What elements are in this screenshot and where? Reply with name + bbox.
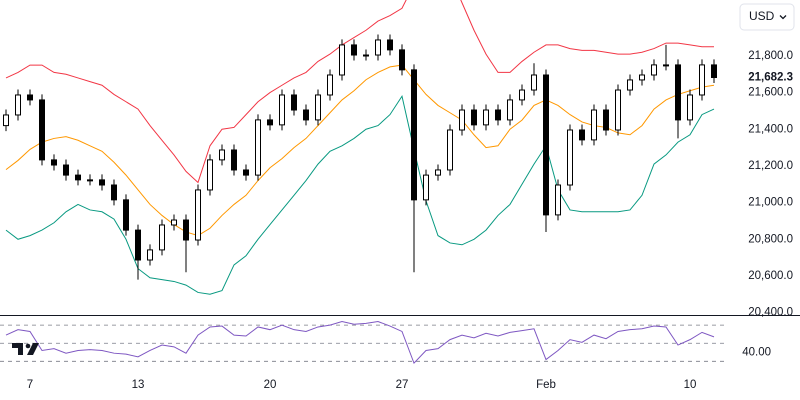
band-upper	[5, 0, 714, 184]
rsi-layer	[0, 321, 728, 365]
candle-body	[51, 159, 57, 166]
candle-body	[603, 109, 609, 131]
candle-body	[495, 109, 501, 121]
logo	[12, 343, 39, 355]
candle-body	[423, 174, 429, 201]
candle-body	[555, 184, 561, 216]
candle-body	[267, 119, 273, 126]
candle-body	[687, 94, 693, 121]
candle-body	[87, 179, 93, 182]
candle-body	[699, 64, 705, 96]
candle-body	[411, 69, 417, 201]
logo-part	[12, 343, 23, 355]
rsi-line	[5, 321, 715, 365]
logo-part	[25, 343, 31, 349]
candle-body	[291, 94, 297, 111]
logo-part	[27, 343, 39, 355]
y-tick-label: 21,200.0	[748, 160, 793, 172]
candle-body	[711, 64, 717, 79]
candle-body	[219, 149, 225, 161]
candle-body	[639, 74, 645, 81]
candle-body	[675, 64, 681, 121]
candle-body	[243, 169, 249, 176]
candle-body	[171, 219, 177, 226]
x-tick-label: 27	[396, 379, 409, 391]
axis-layer: 20,400.0 20,600.0 20,800.0 21,000.0 21,200.0…	[27, 50, 793, 391]
currency-button-bg[interactable]	[739, 3, 795, 31]
x-tick-label: 13	[132, 379, 145, 391]
candle-body	[615, 89, 621, 131]
candle-body	[399, 49, 405, 71]
candle-body	[27, 94, 33, 101]
candle-body	[63, 164, 69, 176]
currency-label[interactable]: USD	[749, 9, 775, 23]
candle-body	[255, 119, 261, 176]
candle-body	[519, 89, 525, 101]
y-tick-label: 21,000.0	[748, 197, 793, 209]
last-price-label: 21,682.3	[748, 72, 793, 84]
candle-body	[387, 39, 393, 51]
currency-button[interactable]: USD	[739, 3, 795, 31]
candle-body	[447, 129, 453, 171]
candle-body	[39, 99, 45, 161]
candle-body	[627, 79, 633, 91]
candle-body	[75, 174, 81, 181]
candle-body	[159, 224, 165, 251]
candle-body	[339, 44, 345, 76]
chevron[interactable]	[779, 15, 787, 20]
y-tick-label: 21,600.0	[748, 87, 793, 99]
y-tick-label: 21,400.0	[748, 123, 793, 135]
candle-body	[543, 74, 549, 216]
candle-body	[531, 74, 537, 91]
candle-body	[147, 249, 153, 261]
candle-body	[111, 184, 117, 201]
candle-body	[651, 64, 657, 76]
candle-body	[375, 39, 381, 56]
candle-body	[15, 94, 21, 116]
candle-body	[663, 64, 669, 67]
x-tick-label: 7	[27, 379, 33, 391]
candle-body	[435, 169, 441, 176]
x-tick-label: 20	[264, 379, 277, 391]
candle-body	[483, 109, 489, 126]
candle-body	[183, 219, 189, 241]
y-tick-label: 20,800.0	[748, 233, 793, 245]
y-tick-label: 20,600.0	[748, 270, 793, 282]
x-tick-label: 10	[684, 379, 697, 391]
candle-body	[195, 189, 201, 241]
candle-body	[351, 44, 357, 56]
candle-body	[471, 109, 477, 126]
candle-body	[99, 179, 105, 186]
y-tick-label: 21,800.0	[748, 50, 793, 62]
candle-body	[363, 54, 369, 57]
candle-body	[123, 199, 129, 231]
band-lower	[5, 94, 715, 295]
candle-body	[303, 109, 309, 121]
candle-body	[327, 74, 333, 96]
candle-body	[591, 109, 597, 141]
candle-body	[207, 159, 213, 191]
candle-body	[3, 114, 9, 127]
candle-body	[567, 129, 573, 186]
candle-body	[135, 229, 141, 261]
rsi-tick-label: 40.00	[742, 346, 771, 358]
candle-body	[315, 94, 321, 121]
x-tick-label: Feb	[536, 379, 556, 391]
candle-body	[459, 109, 465, 131]
candle-body	[579, 129, 585, 141]
candle-body	[507, 99, 513, 121]
candle-body	[231, 149, 237, 171]
candles-layer	[3, 34, 717, 280]
candle-body	[279, 94, 285, 126]
y-tick-label: 20,400.0	[748, 307, 793, 319]
